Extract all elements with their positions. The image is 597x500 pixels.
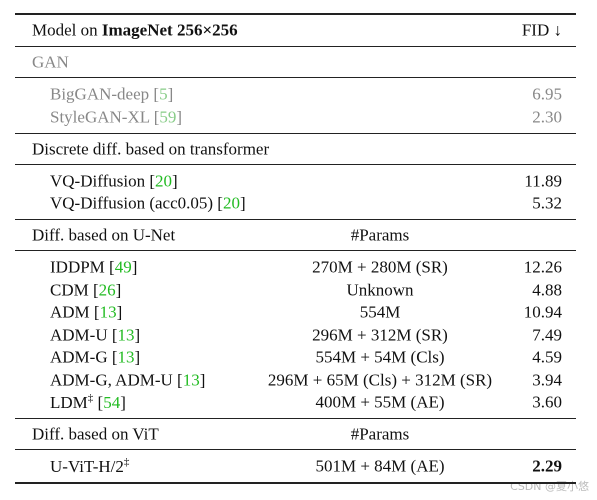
citation: [5] bbox=[153, 84, 174, 104]
model-name: U-ViT-H/2 bbox=[50, 456, 124, 476]
fid-cell: 5.32 bbox=[532, 193, 562, 213]
citation: [49] bbox=[109, 257, 138, 277]
fid-cell: 3.60 bbox=[532, 392, 562, 412]
model-mark: ‡ bbox=[123, 456, 130, 469]
fid-cell: 10.94 bbox=[523, 302, 562, 322]
model-name: ADM bbox=[50, 302, 90, 322]
rule bbox=[15, 482, 576, 484]
fid-cell: 7.49 bbox=[532, 325, 562, 344]
citation: [59] bbox=[153, 107, 183, 126]
model-name: VQ-Diffusion (acc0.05) bbox=[50, 193, 214, 213]
params-cell: 270M + 280M (SR) bbox=[312, 257, 448, 277]
citation: [26] bbox=[92, 280, 122, 299]
model-cell: ADM-G [13] bbox=[50, 349, 140, 366]
rule bbox=[15, 163, 576, 165]
params-cell: 554M bbox=[359, 302, 401, 322]
model-mark: ‡ bbox=[87, 392, 94, 405]
header-fid: FID ↓ bbox=[521, 20, 562, 40]
model-cell: IDDPM [49] bbox=[50, 259, 137, 276]
model-name: ADM-U bbox=[50, 325, 108, 344]
fid-cell: 4.59 bbox=[532, 347, 562, 367]
citation: [13] bbox=[93, 302, 123, 322]
header-model: Model on ImageNet 256×256 bbox=[32, 22, 238, 39]
model-cell: ADM-U [13] bbox=[50, 326, 140, 343]
citation: [20] bbox=[217, 193, 246, 213]
section-title: Diff. based on ViT bbox=[32, 424, 159, 444]
fid-cell: 12.26 bbox=[523, 257, 562, 277]
fid-cell: 2.30 bbox=[532, 107, 562, 126]
params-cell: 296M + 312M (SR) bbox=[312, 325, 448, 344]
model-name: ADM-G, ADM-U bbox=[50, 370, 173, 389]
model-name: CDM bbox=[50, 280, 89, 299]
rule bbox=[15, 46, 576, 47]
params-header: #Params bbox=[350, 225, 410, 245]
model-cell: ADM [13] bbox=[50, 304, 122, 321]
fid-cell: 2.29 bbox=[532, 456, 562, 476]
rule bbox=[15, 219, 576, 220]
params-cell: 501M + 84M (AE) bbox=[315, 456, 445, 476]
rule bbox=[15, 449, 576, 450]
model-name: LDM bbox=[50, 392, 88, 412]
model-cell: U-ViT-H/2‡ bbox=[50, 457, 129, 475]
rule bbox=[15, 250, 576, 251]
header-prefix: Model on bbox=[32, 20, 102, 40]
model-name: BigGAN-deep bbox=[50, 84, 150, 104]
citation: [20] bbox=[149, 171, 178, 190]
model-name: IDDPM bbox=[50, 257, 105, 277]
params-cell: 554M + 54M (Cls) bbox=[315, 347, 445, 367]
fid-cell: 3.94 bbox=[532, 370, 562, 389]
fid-cell: 6.95 bbox=[532, 84, 562, 104]
section-title: Discrete diff. based on transformer bbox=[32, 139, 270, 158]
section-title: GAN bbox=[32, 52, 69, 72]
fid-cell: 4.88 bbox=[532, 280, 562, 299]
rule bbox=[15, 13, 576, 15]
model-cell: VQ-Diffusion [20] bbox=[50, 172, 178, 189]
params-header: #Params bbox=[350, 424, 410, 444]
model-cell: StyleGAN-XL [59] bbox=[50, 108, 182, 125]
rule bbox=[15, 132, 576, 134]
rule bbox=[15, 418, 576, 419]
citation: [13] bbox=[111, 347, 141, 367]
model-name: StyleGAN-XL bbox=[50, 107, 150, 126]
model-cell: LDM‡ [54] bbox=[50, 393, 126, 411]
citation: [13] bbox=[177, 370, 206, 389]
params-cell: 400M + 55M (AE) bbox=[315, 392, 445, 412]
fid-cell: 11.89 bbox=[524, 171, 562, 190]
citation: [13] bbox=[111, 325, 141, 344]
model-cell: ADM-G, ADM-U [13] bbox=[50, 371, 205, 388]
section-title: Diff. based on U-Net bbox=[32, 225, 176, 245]
model-name: VQ-Diffusion bbox=[50, 171, 146, 190]
model-cell: BigGAN-deep [5] bbox=[50, 86, 173, 103]
rule bbox=[15, 77, 576, 78]
citation: [54] bbox=[97, 392, 126, 412]
watermark: CSDN @夏小悠 bbox=[510, 480, 589, 493]
model-name: ADM-G bbox=[50, 347, 108, 367]
params-cell: 296M + 65M (Cls) + 312M (SR) bbox=[267, 370, 493, 389]
header-bold: ImageNet 256×256 bbox=[101, 20, 238, 40]
model-cell: CDM [26] bbox=[50, 281, 121, 298]
params-cell: Unknown bbox=[346, 280, 414, 299]
model-cell: VQ-Diffusion (acc0.05) [20] bbox=[50, 195, 246, 212]
